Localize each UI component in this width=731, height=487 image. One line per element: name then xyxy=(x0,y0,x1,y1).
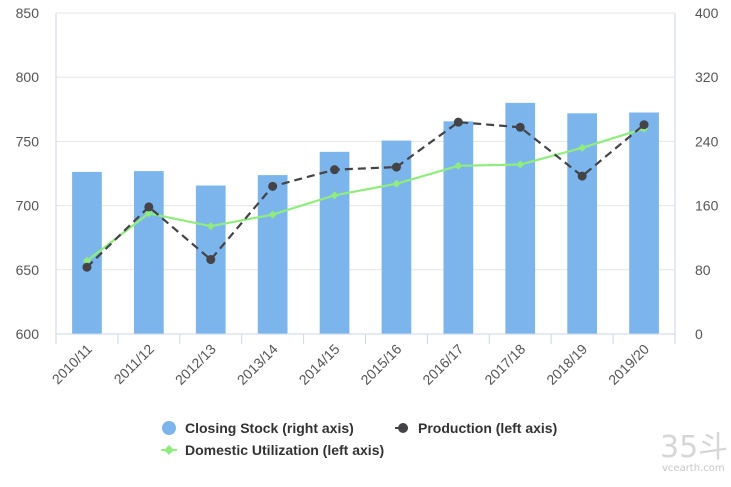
legend-item-production[interactable]: Production (left axis) xyxy=(395,420,557,436)
domestic-utilization-point xyxy=(144,209,153,218)
right-tick-label: 0 xyxy=(695,326,703,342)
right-tick-label: 320 xyxy=(695,69,719,85)
x-tick-label: 2019/20 xyxy=(605,341,652,388)
legend[interactable]: Closing Stock (right axis) Production (l… xyxy=(161,420,557,458)
left-tick-label: 800 xyxy=(16,69,40,85)
legend-label-production: Production (left axis) xyxy=(418,420,557,436)
watermark-site: vcearth.com xyxy=(662,463,725,474)
production-point xyxy=(391,162,401,172)
domestic-utilization-point xyxy=(516,160,525,169)
left-tick-label: 750 xyxy=(16,133,40,149)
watermark-logo: 35斗 xyxy=(660,430,728,465)
production-point xyxy=(82,262,92,272)
legend-item-domestic-utilization[interactable]: Domestic Utilization (left axis) xyxy=(161,442,384,458)
right-tick-label: 160 xyxy=(695,198,719,214)
production-line xyxy=(86,121,645,269)
closing-stock-bar xyxy=(133,171,164,334)
closing-stock-bar xyxy=(629,112,659,334)
right-tick-label: 80 xyxy=(695,262,711,278)
domestic-utilization-point xyxy=(82,256,91,265)
left-tick-label: 700 xyxy=(16,198,40,214)
left-tick-label: 650 xyxy=(16,262,40,278)
production-point xyxy=(330,165,340,175)
x-tick-label: 2016/17 xyxy=(419,341,466,388)
axes: 600 650 700 750 800 850 0 80 160 240 320 400 2010/11… xyxy=(16,5,719,388)
legend-label-closing-stock: Closing Stock (right axis) xyxy=(185,420,354,436)
left-tick-label: 600 xyxy=(16,326,40,342)
x-tick-label: 2011/12 xyxy=(111,341,158,388)
right-tick-label: 240 xyxy=(695,133,719,149)
legend-symbol-production xyxy=(398,423,408,433)
production-point xyxy=(577,171,587,181)
domestic-utilization-line xyxy=(86,127,645,262)
domestic-utilization-point xyxy=(578,143,587,152)
closing-stock-bars xyxy=(72,102,659,335)
domestic-utilization-point xyxy=(392,179,401,188)
left-tick-label: 850 xyxy=(16,5,40,21)
x-tick-label: 2018/19 xyxy=(543,341,590,388)
domestic-utilization-point xyxy=(330,191,339,200)
x-tick-label: 2014/15 xyxy=(296,341,343,388)
legend-label-domestic-utilization: Domestic Utilization (left axis) xyxy=(185,442,384,458)
domestic-utilization-point xyxy=(268,210,277,219)
x-tick-label: 2010/11 xyxy=(49,341,96,388)
production-point xyxy=(639,120,649,130)
legend-item-closing-stock[interactable]: Closing Stock (right axis) xyxy=(162,420,354,436)
closing-stock-bar xyxy=(319,151,350,334)
closing-stock-bar xyxy=(505,102,536,334)
production-point xyxy=(144,202,154,212)
domestic-utilization-point xyxy=(206,222,215,231)
closing-stock-bar xyxy=(443,121,474,335)
line-series xyxy=(82,117,649,272)
production-point xyxy=(453,117,463,127)
right-tick-label: 400 xyxy=(695,5,719,21)
domestic-utilization-point xyxy=(454,161,463,170)
production-point xyxy=(206,255,216,265)
x-tick-label: 2013/14 xyxy=(234,341,281,388)
legend-symbol-domestic-utilization xyxy=(164,445,174,455)
closing-stock-bar xyxy=(381,140,412,334)
legend-symbol-closing-stock xyxy=(162,421,176,435)
production-point xyxy=(268,181,278,191)
closing-stock-bar xyxy=(257,175,288,334)
watermark: 35斗 vcearth.com xyxy=(660,430,728,474)
production-point xyxy=(515,122,525,132)
x-tick-label: 2017/18 xyxy=(481,341,528,388)
x-tick-label: 2012/13 xyxy=(172,341,219,388)
x-tick-label: 2015/16 xyxy=(357,341,404,388)
